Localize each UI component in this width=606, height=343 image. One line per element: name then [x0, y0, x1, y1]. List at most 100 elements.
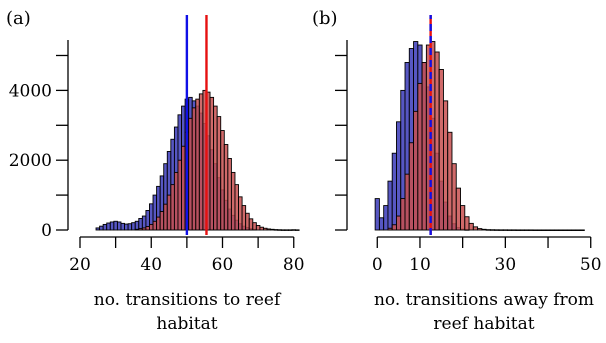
- panel-b-xlabel-line2: reef habitat: [433, 314, 534, 334]
- panel-a-label: (a): [6, 8, 31, 29]
- panel-b-red-bar: [387, 227, 393, 231]
- panel-a-red-bar: [273, 229, 279, 231]
- panel-a-x-tick-label: 80: [283, 255, 305, 275]
- panel-a-red-bar: [166, 194, 172, 231]
- panel-b-red-bar: [404, 173, 410, 231]
- panel-b-red-bar: [519, 229, 526, 231]
- panel-a: (a) 0 2000 4000 20 40 60 80 no. transitions to…: [6, 8, 305, 334]
- panel-b-red-bar: [579, 229, 585, 231]
- panel-a-red-bar: [138, 228, 143, 231]
- panel-a-blue-bar: [124, 223, 129, 231]
- panel-a-red-bar: [291, 229, 296, 231]
- panel-b-red-bar: [396, 215, 402, 231]
- panel-b-red-bar: [528, 229, 534, 231]
- panel-a-red-bar: [173, 171, 179, 231]
- panel-b-red-bar: [541, 229, 547, 231]
- panel-b-x-tick-label: 50: [580, 255, 602, 275]
- panel-a-red-bar: [266, 228, 272, 231]
- panel-a-axes: 0 2000 4000 20 40 60 80: [9, 40, 305, 275]
- panel-a-red-bar: [287, 229, 293, 231]
- panel-a-red-bar: [234, 184, 239, 231]
- panel-a-blue-bar: [134, 220, 140, 231]
- panel-a-red-bar: [284, 229, 289, 231]
- panel-b-red-bar: [434, 51, 440, 231]
- panel-a-xlabel-line2: habitat: [156, 314, 217, 334]
- panel-a-blue-bar: [131, 222, 136, 231]
- panel-a-red-bar: [149, 223, 154, 231]
- panel-b-blue-bar: [391, 152, 397, 231]
- panel-b-x-tick-label: 10: [409, 255, 431, 275]
- panel-a-y-tick-label: 0: [41, 221, 52, 241]
- panel-b-red-bar: [507, 229, 513, 231]
- panel-b-red-bar: [494, 229, 500, 231]
- panel-a-red-bar: [241, 205, 247, 231]
- panel-a-red-bar: [188, 117, 193, 231]
- panel-b-red-bar: [464, 216, 470, 231]
- panel-a-red-bar: [170, 184, 175, 231]
- panel-b-red-bar: [485, 229, 491, 231]
- panel-a-blue-bar: [109, 221, 115, 231]
- panel-b-red-bar: [442, 100, 449, 231]
- panel-b-red-bar: [400, 198, 406, 231]
- panel-a-blue-bar: [95, 227, 101, 231]
- panel-a-red-bar: [159, 211, 165, 231]
- panel-b-red-bar: [391, 224, 397, 231]
- panel-a-red-bar: [252, 222, 257, 231]
- panel-a-red-bar: [134, 228, 140, 231]
- panel-b-red-bar: [553, 229, 560, 231]
- panel-b-red-bar: [413, 110, 419, 231]
- panel-b-blue-bar: [396, 121, 402, 231]
- panel-b-red-bar: [566, 229, 572, 231]
- panel-b: (b) 0 10 30 50 no. transitions away from re…: [312, 8, 602, 334]
- panel-a-x-tick-label: 40: [140, 255, 162, 275]
- panel-a-red-bar: [248, 218, 254, 231]
- panel-b-red-bar: [417, 82, 423, 231]
- panel-a-blue-bar: [127, 223, 133, 231]
- panel-b-red-bar: [460, 205, 466, 231]
- panel-a-red-bar: [163, 203, 168, 231]
- panel-b-red-bar: [468, 222, 474, 231]
- panel-a-blue-bar: [106, 222, 111, 231]
- panel-a-red-bar: [191, 107, 197, 231]
- panel-b-xlabel-line1: no. transitions away from: [374, 290, 594, 310]
- panel-a-red-bar: [280, 229, 286, 231]
- panel-a-red-bar: [145, 226, 150, 231]
- panel-b-blue-bar: [387, 180, 393, 231]
- panel-b-blue-bar: [378, 217, 385, 231]
- panel-a-blue-bar: [116, 221, 122, 231]
- panel-b-x-tick-label: 30: [495, 255, 517, 275]
- panel-a-red-bar: [263, 227, 268, 231]
- panel-a-blue-bar: [120, 222, 125, 231]
- panel-b-red-bar: [481, 228, 487, 231]
- panel-b-red-bar: [524, 229, 530, 231]
- panel-b-red-bar: [489, 229, 496, 231]
- panel-b-red-bar: [515, 229, 521, 231]
- panel-a-red-bar: [295, 229, 300, 231]
- panel-b-red-bar: [545, 229, 551, 231]
- panel-a-red-bar: [230, 171, 236, 231]
- panel-a-x-tick-label: 60: [212, 255, 234, 275]
- panel-b-red-bar: [455, 187, 461, 231]
- panel-a-red-bar: [213, 105, 218, 231]
- panel-a-red-bar: [198, 93, 204, 231]
- panel-a-red-bar: [216, 116, 222, 231]
- panel-a-red-bar: [156, 216, 161, 231]
- panel-b-red-bar: [421, 62, 427, 231]
- panel-b-red-bar: [575, 229, 581, 231]
- panel-a-red-bar: [177, 159, 182, 231]
- panel-b-blue-bar: [383, 205, 389, 231]
- panel-a-red-bar: [141, 227, 147, 231]
- panel-a-red-bar: [259, 226, 264, 231]
- panel-a-y-tick-label: 2000: [9, 151, 52, 171]
- panel-b-red-bar: [502, 229, 508, 231]
- panel-b-red-bar: [447, 131, 453, 231]
- panel-b-red-bar: [451, 163, 457, 231]
- panel-a-red-bar: [238, 196, 243, 231]
- panel-a-red-bar: [270, 228, 275, 231]
- panel-a-red-bars: [134, 89, 300, 231]
- panel-a-xlabel-line1: no. transitions to reef: [94, 290, 282, 310]
- panel-b-red-bar: [438, 69, 444, 231]
- panel-a-red-bar: [245, 212, 250, 231]
- panel-b-red-bars: [387, 41, 585, 231]
